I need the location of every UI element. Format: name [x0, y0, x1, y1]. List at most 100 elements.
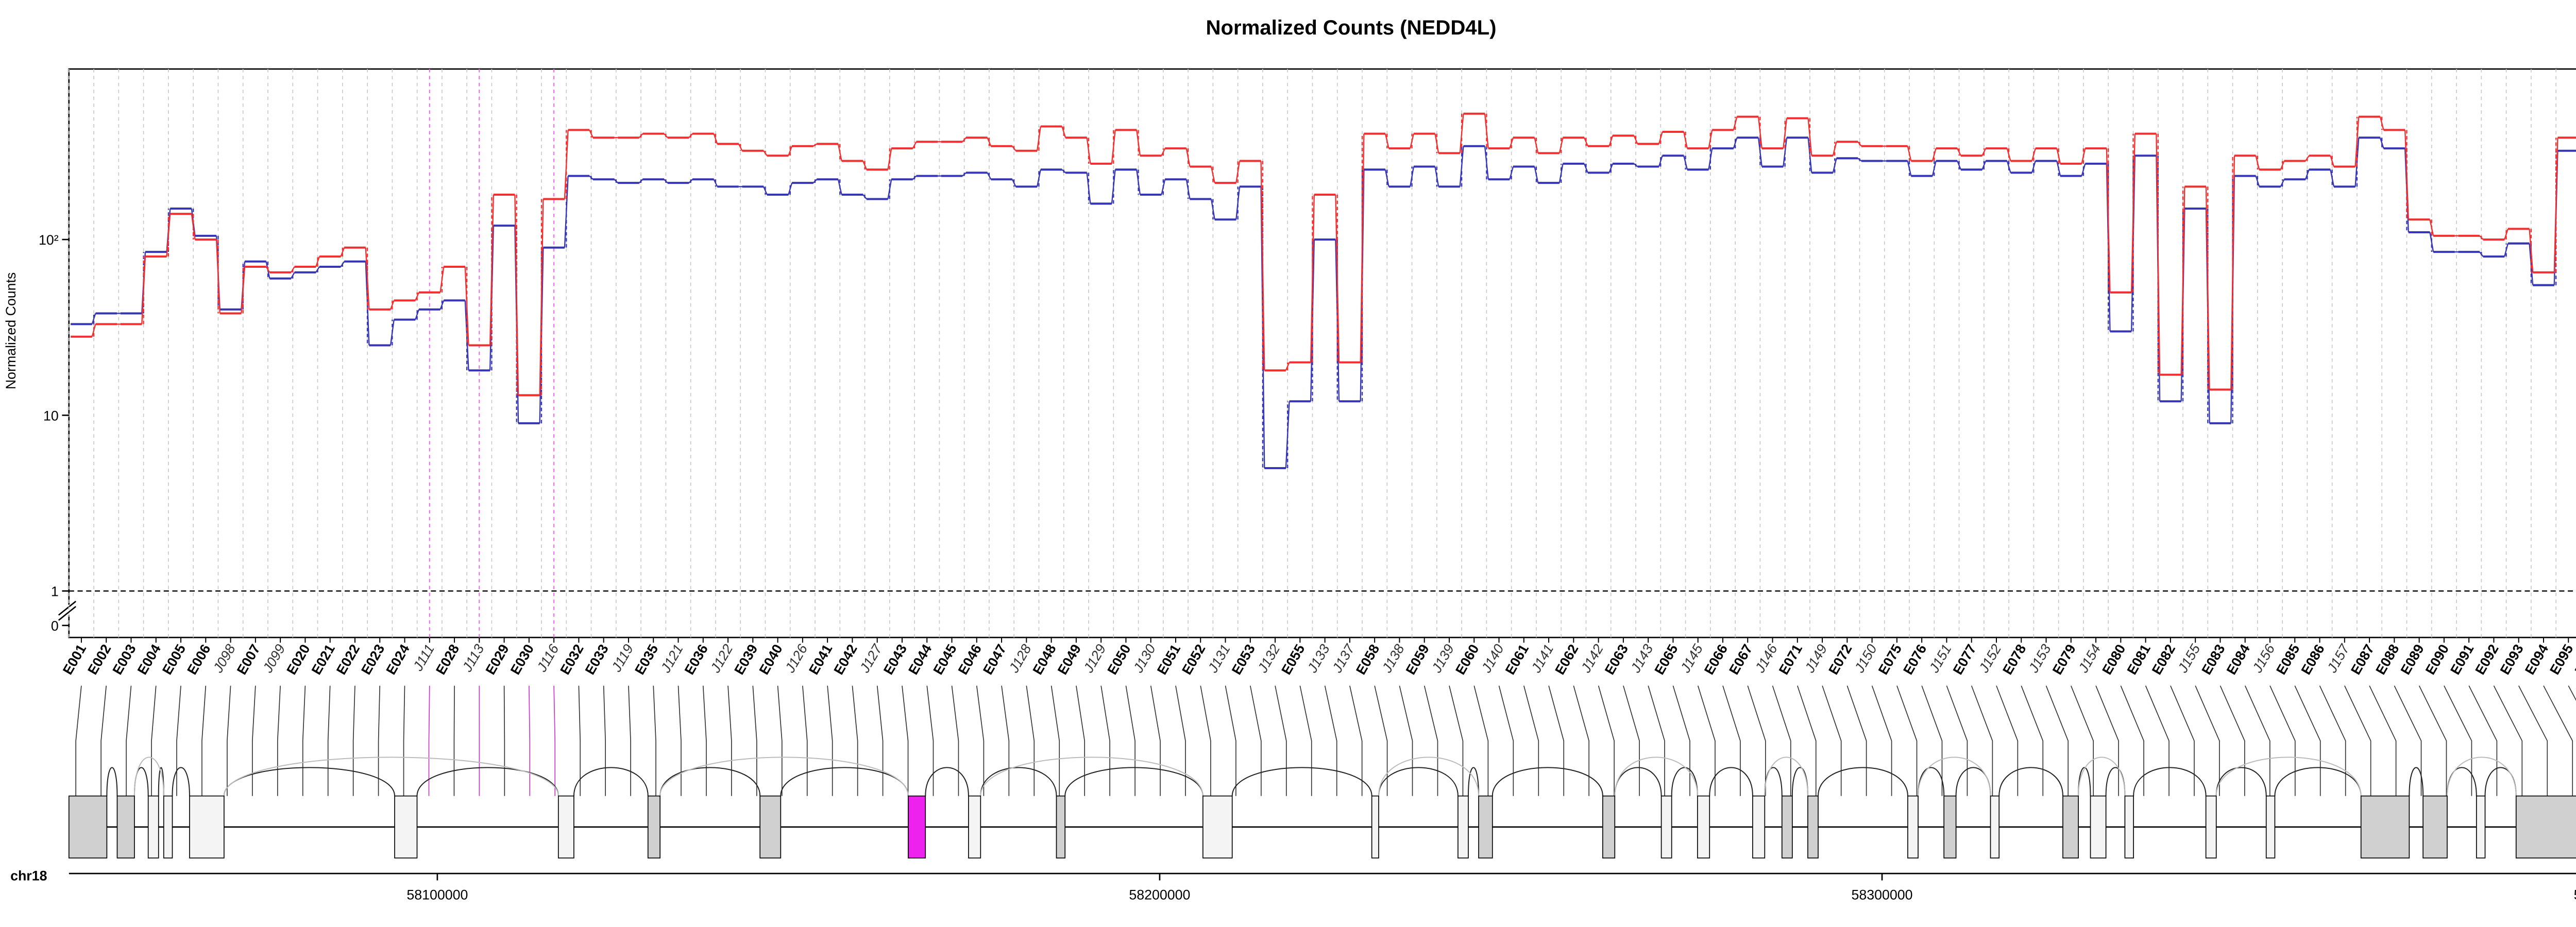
- x-tick-label: E007: [234, 642, 263, 677]
- exon: [147, 795, 159, 859]
- feature-connector: [2045, 685, 2069, 796]
- feature-connector: [578, 685, 581, 796]
- step-link: [1981, 161, 1987, 170]
- feature-connector: [2095, 685, 2119, 796]
- step-link: [2379, 116, 2384, 130]
- x-tick-label: E021: [309, 642, 338, 677]
- step-link: [2106, 148, 2111, 293]
- step-link: [688, 179, 693, 183]
- step-link: [837, 144, 842, 161]
- feature-connector: [2071, 685, 2094, 796]
- x-tick-label: E044: [905, 642, 935, 677]
- step-link: [638, 179, 643, 183]
- x-tick-label: J157: [2324, 641, 2353, 676]
- step-link: [2081, 148, 2086, 164]
- step-link: [1783, 118, 1788, 149]
- step-link: [887, 148, 892, 170]
- step-link: [1658, 131, 1663, 144]
- step-link: [1509, 166, 1514, 180]
- feature-connector: [251, 685, 256, 796]
- x-tick-label: E060: [1452, 642, 1482, 677]
- y-tick-label: 1: [51, 584, 59, 599]
- step-link: [2180, 186, 2185, 375]
- step-link: [2429, 232, 2434, 252]
- feature-connector: [1846, 685, 1867, 796]
- x-tick-label: E029: [483, 642, 512, 677]
- feature-connector: [1573, 685, 1590, 796]
- feature-connector: [2195, 685, 2220, 796]
- step-link: [912, 141, 917, 149]
- x-tick-label: E085: [2273, 642, 2302, 677]
- x-tick-label: E086: [2298, 642, 2328, 677]
- exon: [1907, 795, 1919, 859]
- junction-arc: [925, 767, 969, 796]
- feature-connector: [1299, 685, 1312, 796]
- genome-tick-label: 58100000: [406, 887, 468, 902]
- feature-connector: [1473, 685, 1489, 796]
- step-link: [91, 324, 96, 337]
- exon: [557, 795, 574, 859]
- step-link: [2379, 137, 2384, 149]
- step-link: [2255, 176, 2260, 187]
- axis-break: [58, 606, 77, 621]
- step-link: [1683, 131, 1688, 149]
- step-link: [1957, 161, 1962, 170]
- step-link: [1310, 194, 1315, 363]
- step-link: [1558, 163, 1564, 183]
- step-link: [1459, 113, 1464, 153]
- x-tick-label: E059: [1403, 642, 1432, 677]
- step-link: [589, 175, 594, 180]
- x-tick-label: J155: [2175, 642, 2204, 676]
- x-tick-label: E079: [2049, 642, 2079, 677]
- x-tick-label: E003: [109, 642, 139, 677]
- feature-connector: [529, 685, 531, 796]
- step-link: [1136, 169, 1141, 195]
- step-link: [1285, 362, 1290, 371]
- step-link: [987, 172, 992, 180]
- step-link: [1931, 148, 1937, 161]
- feature-connector: [1349, 685, 1363, 796]
- feature-connector: [1026, 685, 1035, 796]
- exon: [2360, 795, 2410, 859]
- feature-connector: [2294, 685, 2321, 796]
- x-tick-label: J132: [1255, 642, 1283, 676]
- step-link: [2553, 138, 2558, 272]
- feature-connector: [227, 685, 231, 796]
- step-link: [1534, 166, 1539, 183]
- junction-arc: [1614, 767, 1662, 796]
- step-link: [241, 266, 246, 314]
- x-tick-label: E046: [955, 642, 985, 677]
- x-tick-label: E004: [134, 642, 164, 677]
- x-tick-label: J146: [1752, 642, 1781, 676]
- feature-connector: [2145, 685, 2170, 796]
- step-link: [2031, 148, 2036, 161]
- x-tick-label: E058: [1353, 642, 1382, 677]
- x-tick-label: E088: [2372, 642, 2402, 677]
- step-link: [439, 300, 445, 310]
- feature-connector: [327, 685, 331, 796]
- junction-arc: [1671, 767, 1698, 796]
- x-tick-label: E063: [1602, 642, 1631, 677]
- step-link: [389, 300, 395, 310]
- step-link: [1384, 169, 1389, 187]
- step-link: [1111, 130, 1116, 164]
- feature-connector: [1797, 685, 1817, 796]
- step-link: [191, 214, 196, 240]
- x-tick-label: J129: [1080, 642, 1109, 676]
- step-link: [2006, 161, 2011, 173]
- feature-connector: [1822, 685, 1842, 796]
- junction-arc: [1614, 757, 1698, 796]
- step-link: [1907, 161, 1912, 176]
- feature-connector: [2269, 685, 2296, 796]
- x-tick-label: E024: [383, 642, 412, 677]
- junction-arc: [1492, 767, 1603, 796]
- step-link: [1708, 148, 1713, 170]
- x-tick-label: J126: [782, 642, 811, 676]
- step-link: [1733, 137, 1738, 149]
- junction-arc: [659, 767, 761, 796]
- junction-arc: [2133, 767, 2207, 796]
- feature-connector: [1548, 685, 1565, 796]
- junction-arc: [2105, 767, 2126, 796]
- feature-connector: [677, 685, 682, 796]
